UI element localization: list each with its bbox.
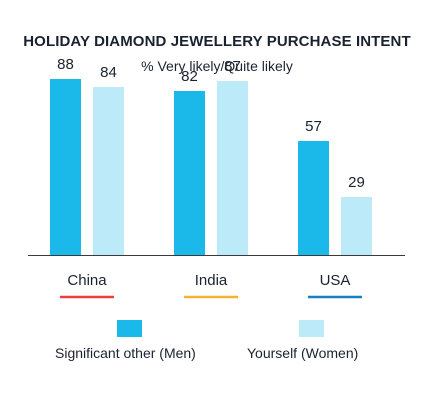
legend-swatch-women [299,320,324,337]
bar-china-series-1 [93,87,124,255]
chart-subtitle: % Very likely/Quite likely [141,58,293,74]
bar-china-series-0 [50,79,81,255]
bar-india-series-0 [174,91,205,255]
bars-group [50,79,372,255]
legend-label-men: Significant other (Men) [55,345,196,361]
value-label-china-series-0: 88 [57,56,74,73]
category-labels-group: China India USA [60,272,362,299]
legend-swatch-men [117,320,142,337]
chart-title: HOLIDAY DIAMOND JEWELLERY PURCHASE INTEN… [23,33,411,50]
value-label-india-series-1: 87 [224,58,241,75]
category-label-india: India [195,272,228,289]
bar-india-series-1 [217,81,248,255]
value-label-usa-series-1: 29 [348,174,365,191]
value-label-china-series-1: 84 [100,64,117,81]
bar-usa-series-0 [298,141,329,255]
value-label-india-series-0: 82 [181,68,198,85]
legend-label-women: Yourself (Women) [247,345,359,361]
value-labels-group: 88 84 82 87 57 29 [57,56,365,191]
category-label-usa: USA [320,272,351,289]
category-label-china: China [67,272,107,289]
bar-usa-series-1 [341,197,372,255]
value-label-usa-series-0: 57 [305,118,322,135]
